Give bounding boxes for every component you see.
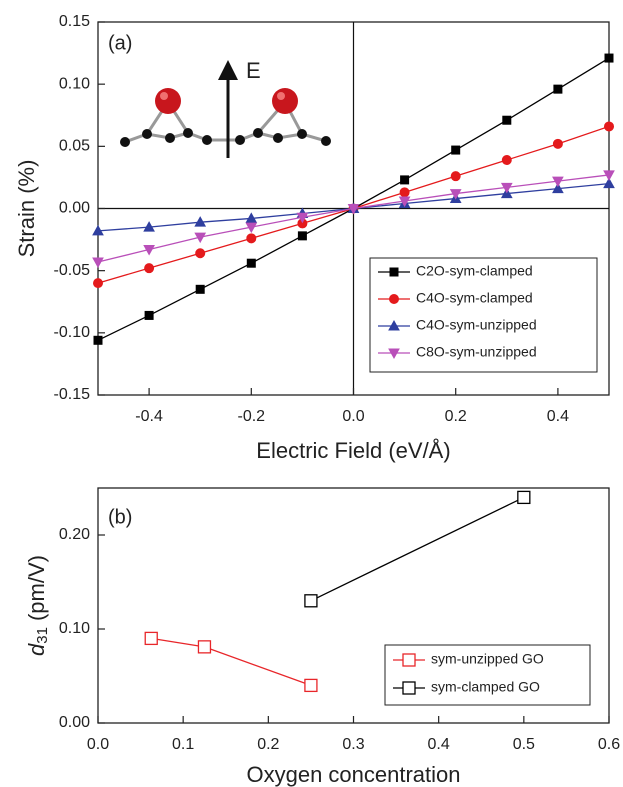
marker	[603, 177, 615, 189]
marker	[296, 212, 309, 224]
y-tick-label: -0.15	[54, 386, 91, 403]
x-tick-label: 0.4	[428, 736, 450, 753]
marker	[402, 681, 416, 695]
legend-label: sym-unzipped GO	[431, 651, 544, 667]
y-axis-unit: (pm/V)	[24, 555, 49, 621]
marker	[297, 231, 307, 241]
legend-label: C8O-sym-unzipped	[416, 344, 537, 360]
x-tick-label: 0.3	[342, 736, 364, 753]
x-axis-title: Electric Field (eV/Å)	[256, 438, 450, 463]
marker	[389, 267, 399, 277]
x-tick-label: 0.1	[172, 736, 194, 753]
marker	[304, 678, 318, 693]
x-axis-title: Oxygen concentration	[246, 762, 460, 787]
y-tick-label: 0.10	[59, 620, 90, 637]
marker	[553, 84, 563, 94]
legend-label: C4O-sym-unzipped	[416, 317, 537, 333]
x-tick-label: 0.4	[547, 408, 569, 425]
marker	[197, 640, 212, 654]
marker	[246, 233, 257, 244]
marker	[93, 335, 103, 345]
y-tick-label: 0.15	[59, 13, 90, 30]
marker	[194, 216, 207, 227]
y-tick-label: 0.10	[59, 75, 90, 92]
y-tick-label: -0.05	[54, 262, 91, 279]
marker	[604, 121, 614, 132]
marker	[92, 224, 104, 236]
marker	[603, 170, 615, 181]
panel-label: (b)	[108, 506, 132, 528]
marker	[501, 155, 512, 166]
marker	[449, 189, 462, 200]
marker	[517, 490, 531, 505]
y-axis-subscript: 31	[34, 627, 51, 644]
field-label: E	[246, 58, 261, 83]
x-tick-label: 0.0	[87, 736, 109, 753]
legend-label: sym-clamped GO	[431, 679, 540, 695]
y-tick-label: 0.05	[59, 138, 90, 155]
y-axis-symbol: d	[24, 643, 49, 656]
marker	[245, 212, 258, 223]
y-axis-title: Strain (%)	[14, 160, 39, 258]
series-line	[310, 496, 525, 602]
y-tick-label: 0.00	[59, 714, 90, 731]
x-tick-label: 0.6	[598, 736, 620, 753]
legend: C2O-sym-clamped C4O-sym-clamped C4O-sym-un…	[369, 257, 598, 373]
marker	[552, 138, 563, 149]
x-tick-label: 0.5	[513, 736, 535, 753]
marker	[450, 171, 461, 182]
y-axis-title: d31 (pm/V)	[24, 555, 51, 656]
marker	[451, 145, 461, 155]
x-tick-label: -0.2	[238, 408, 266, 425]
x-tick-label: 0.2	[445, 408, 467, 425]
marker	[143, 221, 155, 232]
plot: -0.4 -0.2 0.0 0.2 0.4 -0.15 -0.10 -0.05 0.00 0.05…	[14, 13, 615, 463]
marker	[92, 257, 104, 268]
marker	[195, 284, 205, 294]
plot: 0.0 0.1 0.2 0.3 0.4 0.5 0.6 0.00 0.10 0.20 Oxygen …	[24, 487, 620, 787]
marker	[398, 196, 411, 208]
marker	[144, 631, 158, 646]
legend-box	[384, 644, 591, 706]
marker	[388, 319, 400, 331]
x-tick-label: 0.0	[342, 408, 364, 425]
marker	[245, 222, 258, 234]
marker	[388, 348, 400, 360]
panel-label: (a)	[108, 32, 132, 54]
marker	[400, 175, 410, 185]
marker	[502, 115, 512, 125]
legend-label: C2O-sym-clamped	[416, 263, 533, 279]
marker	[144, 263, 155, 274]
marker	[500, 182, 513, 194]
marker	[347, 204, 360, 215]
x-tick-label: 0.2	[257, 736, 279, 753]
marker	[93, 278, 103, 289]
y-tick-label: 0.20	[59, 526, 90, 543]
legend-label: C4O-sym-clamped	[416, 290, 533, 306]
marker	[304, 594, 318, 608]
marker	[389, 294, 399, 304]
legend: sym-unzipped GO sym-clamped GO	[384, 644, 591, 706]
x-tick-label: -0.4	[135, 408, 163, 425]
marker	[246, 258, 256, 268]
marker	[144, 310, 154, 320]
y-tick-label: -0.10	[54, 324, 91, 341]
y-tick-label: 0.00	[59, 200, 90, 217]
marker	[194, 232, 207, 244]
marker	[552, 176, 564, 188]
marker	[402, 653, 416, 667]
marker	[552, 182, 564, 194]
marker	[604, 53, 614, 63]
molecule-inset	[120, 88, 331, 147]
marker	[143, 245, 155, 256]
series-line	[151, 637, 312, 687]
marker	[195, 248, 206, 259]
marker	[399, 187, 410, 198]
field-arrow	[218, 60, 238, 158]
